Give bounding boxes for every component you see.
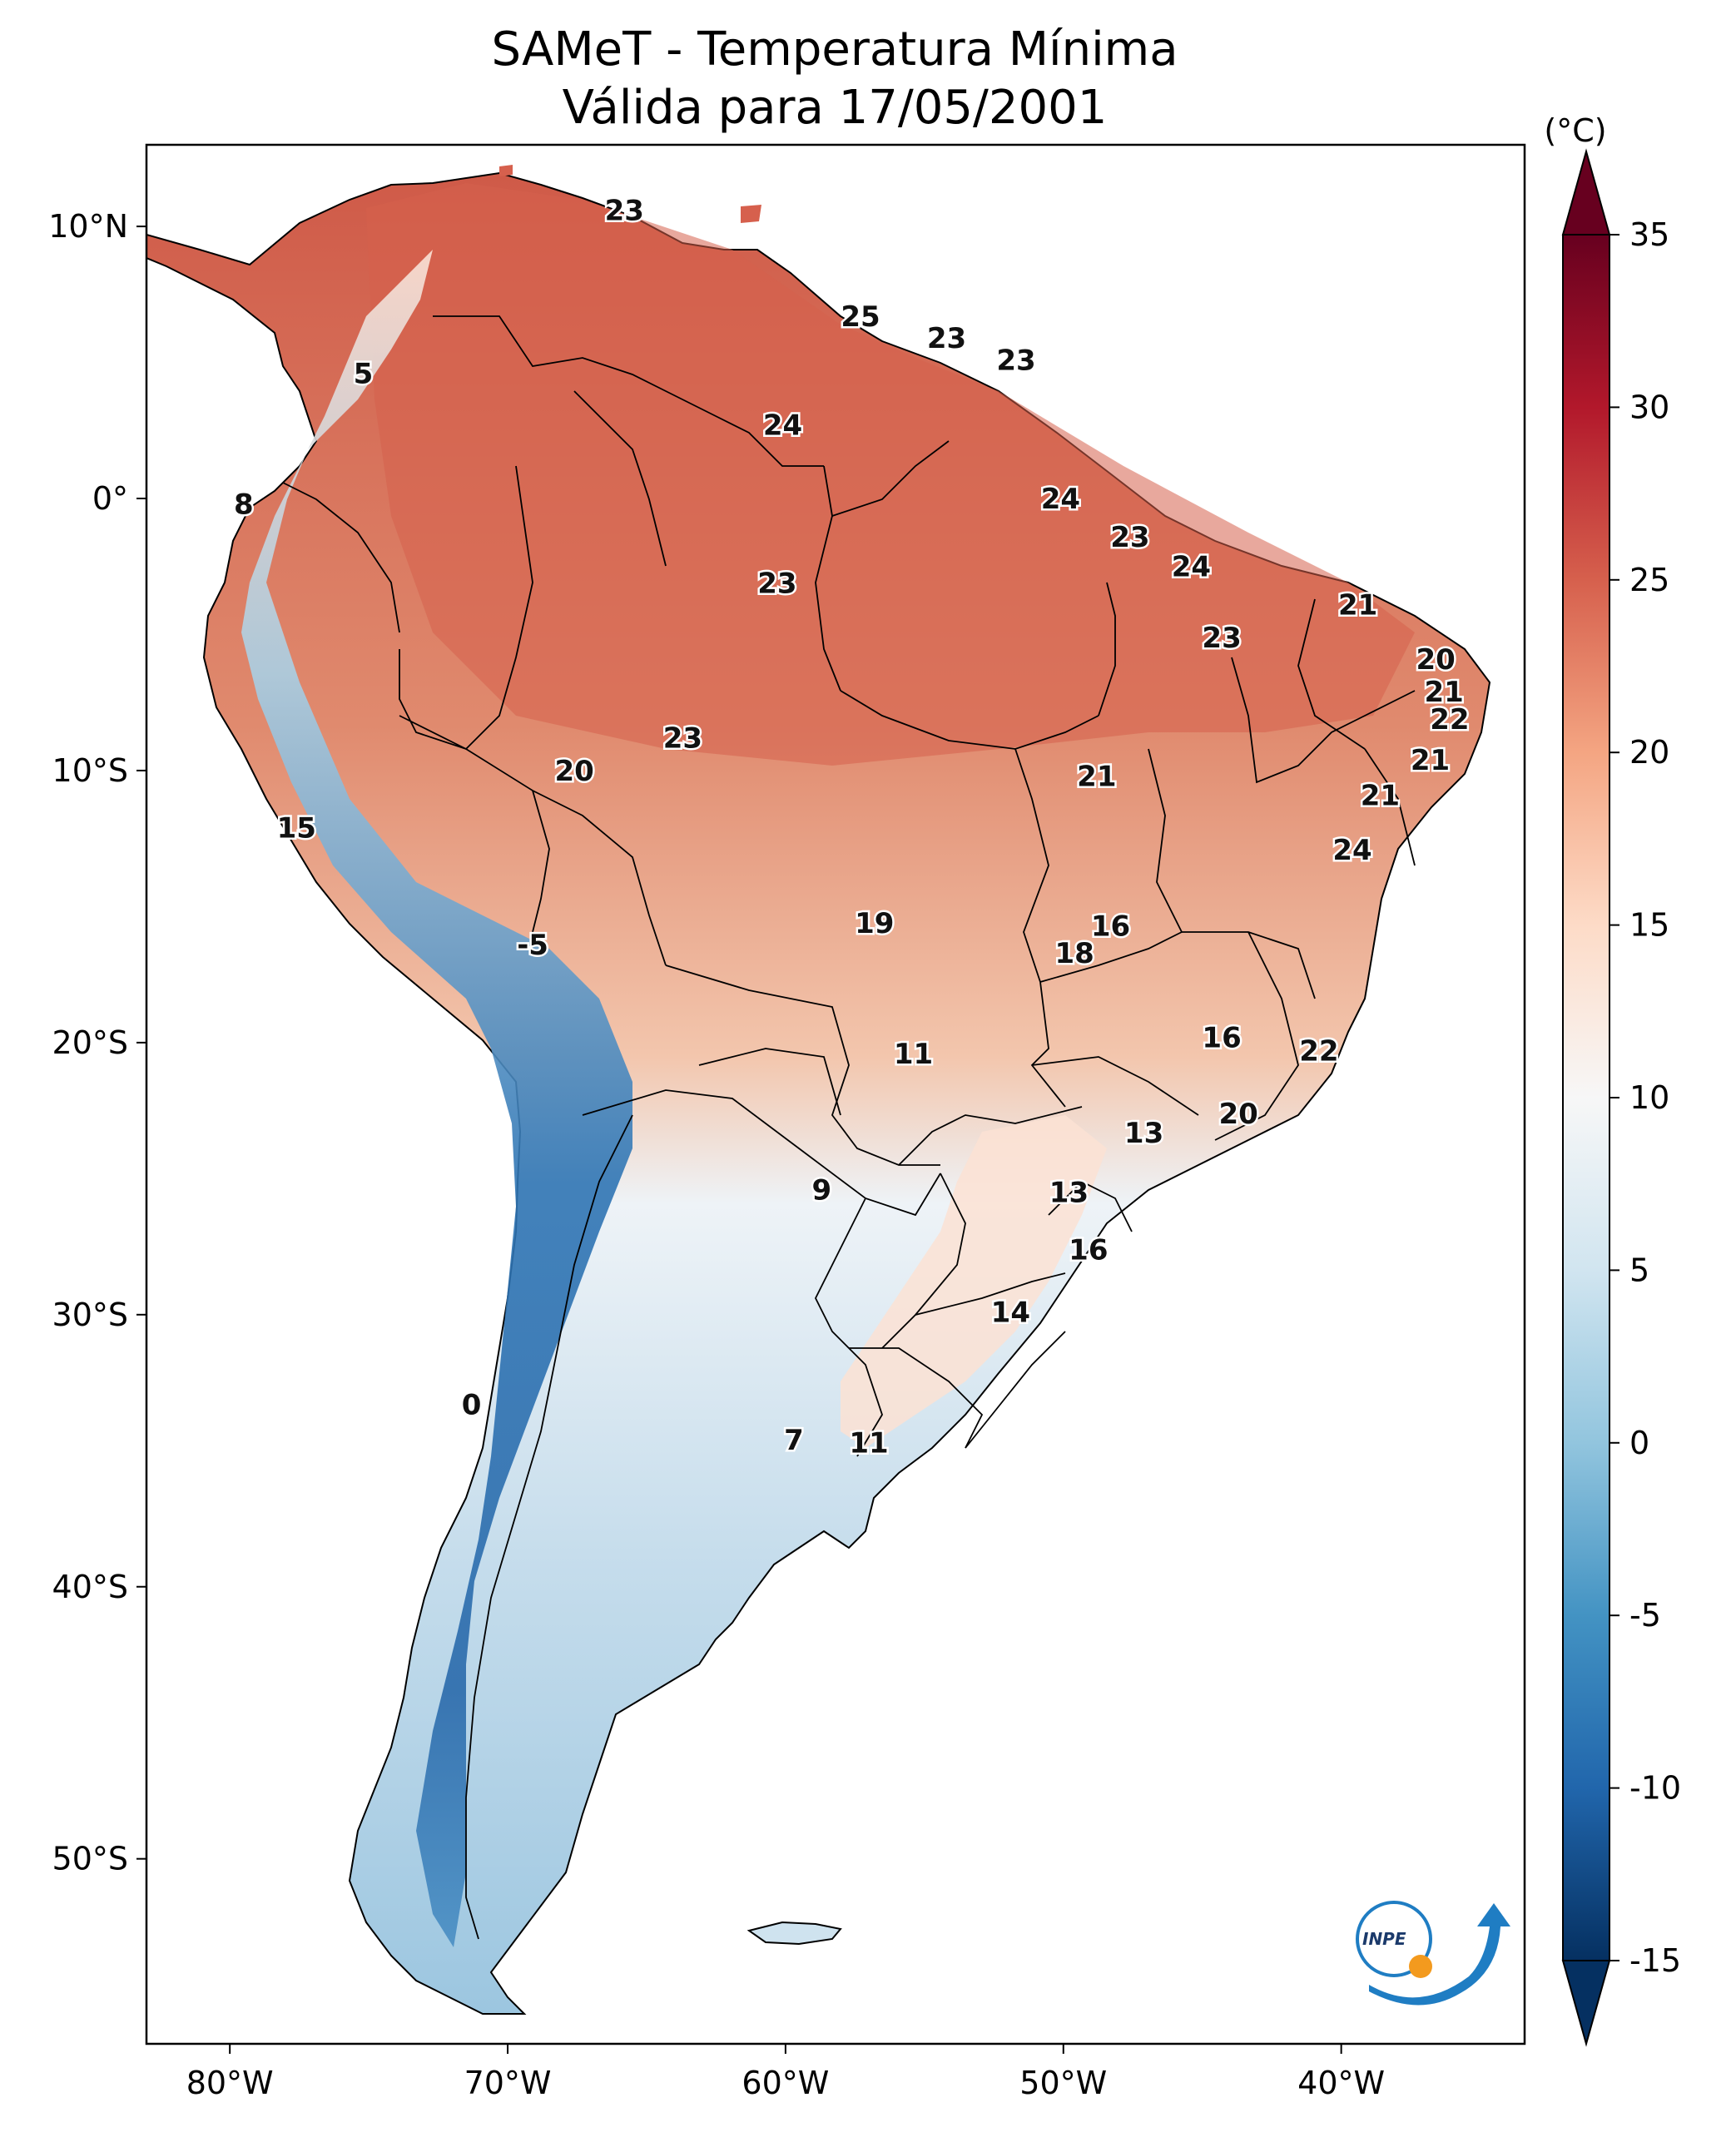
lon-tick-label: 40°W — [1297, 2065, 1385, 2101]
station-value-label: 20 — [1416, 643, 1455, 677]
lon-tick-label: 60°W — [742, 2065, 829, 2101]
map-title-line1: SAMeT - Temperatura Mínima — [491, 22, 1178, 77]
country-borders — [282, 315, 1416, 1940]
station-value-label: 23 — [1110, 521, 1149, 554]
station-value-label: 24 — [763, 409, 802, 443]
station-value-label: 21 — [1077, 760, 1116, 793]
map-frame — [145, 143, 1526, 2045]
station-value-label: 21 — [1361, 779, 1400, 812]
colorbar-tick-label: 15 — [1629, 907, 1669, 944]
station-value-label: 7 — [784, 1424, 804, 1457]
andes-cold-band — [241, 250, 632, 1947]
lat-tick-label: 0° — [92, 480, 128, 517]
station-value-label: 22 — [1299, 1035, 1338, 1069]
station-value-label: 24 — [1172, 551, 1211, 584]
latitude-axis: 10°N 0° 10°S 20°S 30°S 40°S 50°S — [48, 208, 146, 1877]
colorbar-tick-label: 5 — [1629, 1252, 1649, 1288]
station-value-label: 25 — [841, 300, 880, 334]
longitude-axis: 80°W 70°W 60°W 50°W 40°W — [186, 2044, 1385, 2101]
station-value-label: 23 — [757, 567, 796, 600]
station-value-label: 21 — [1411, 744, 1450, 777]
lat-tick-label: 30°S — [52, 1297, 128, 1333]
station-value-label: 13 — [1124, 1117, 1163, 1150]
lat-tick-label: 40°S — [52, 1569, 128, 1605]
station-value-label: 8 — [234, 488, 254, 522]
station-value-label: 21 — [1425, 676, 1464, 709]
colorbar-ticks: -15 -10 -5 0 5 10 15 20 25 30 35 — [1610, 216, 1681, 1979]
station-value-label: 14 — [991, 1297, 1030, 1330]
station-value-label: 13 — [1049, 1177, 1089, 1210]
station-value-label: 16 — [1069, 1233, 1108, 1267]
lat-tick-label: 50°S — [52, 1841, 128, 1877]
station-value-label: 5 — [354, 358, 374, 391]
station-value-label: 23 — [663, 722, 702, 756]
lon-tick-label: 50°W — [1019, 2065, 1107, 2101]
logo-arrow-icon — [1369, 1903, 1510, 2006]
station-value-label: 24 — [1041, 483, 1080, 516]
station-value-label: 23 — [605, 194, 644, 227]
lat-tick-label: 10°N — [48, 208, 128, 245]
colorbar-unit-label: (°C) — [1544, 112, 1606, 149]
colorbar-bar — [1562, 234, 1610, 1961]
station-value-label: 23 — [1202, 622, 1241, 655]
station-value-label: 15 — [277, 812, 316, 845]
logo-sun-icon — [1409, 1955, 1432, 1978]
station-value-label: 16 — [1202, 1021, 1241, 1054]
station-value-label: 11 — [894, 1038, 933, 1071]
lon-tick-label: 80°W — [186, 2065, 274, 2101]
colorbar-tick-label: 10 — [1629, 1079, 1669, 1116]
warm-region-north — [366, 183, 1415, 766]
station-value-label: 20 — [1218, 1098, 1257, 1131]
lon-tick-label: 70°W — [464, 2065, 552, 2101]
station-value-label: 23 — [996, 344, 1035, 377]
warm-region-south — [841, 1115, 1107, 1448]
station-value-label: 9 — [811, 1173, 831, 1207]
station-value-label: 18 — [1054, 937, 1094, 970]
station-value-label: 0 — [462, 1389, 482, 1422]
colorbar-tick-label: 30 — [1629, 389, 1669, 425]
falkland-islands — [746, 1921, 842, 1946]
colorbar-tick-label: -15 — [1629, 1942, 1681, 1979]
station-value-label: 24 — [1332, 834, 1371, 867]
logo-orbit-icon — [1356, 1901, 1432, 1977]
station-value-label: 16 — [1091, 910, 1130, 943]
station-value-label: 21 — [1338, 589, 1377, 622]
station-value-label: 19 — [855, 907, 894, 940]
logo-text: INPE — [1362, 1929, 1406, 1949]
inpe-logo: INPE — [1356, 1901, 1510, 2006]
colorbar-tick-label: 20 — [1629, 734, 1669, 771]
colorbar-tick-label: 0 — [1629, 1425, 1649, 1461]
station-value-label: 20 — [554, 755, 593, 788]
lat-tick-label: 20°S — [52, 1024, 128, 1061]
station-value-label: 23 — [927, 322, 966, 355]
map-title-line2: Válida para 17/05/2001 — [563, 81, 1108, 135]
station-value-label: 22 — [1430, 703, 1469, 736]
colorbar-tick-label: -5 — [1629, 1597, 1661, 1634]
colorbar-tick-label: 25 — [1629, 562, 1669, 598]
colorbar: (°C) -15 -10 -5 0 5 10 15 20 25 30 35 — [1544, 112, 1681, 2047]
colorbar-min-arrow — [1561, 1960, 1611, 2047]
lat-tick-label: 10°S — [52, 752, 128, 789]
colorbar-tick-label: -10 — [1629, 1770, 1681, 1807]
colorbar-max-arrow — [1561, 148, 1611, 236]
station-value-label: 11 — [849, 1426, 888, 1460]
colorbar-tick-label: 35 — [1629, 216, 1669, 253]
station-value-label: -5 — [517, 929, 548, 962]
